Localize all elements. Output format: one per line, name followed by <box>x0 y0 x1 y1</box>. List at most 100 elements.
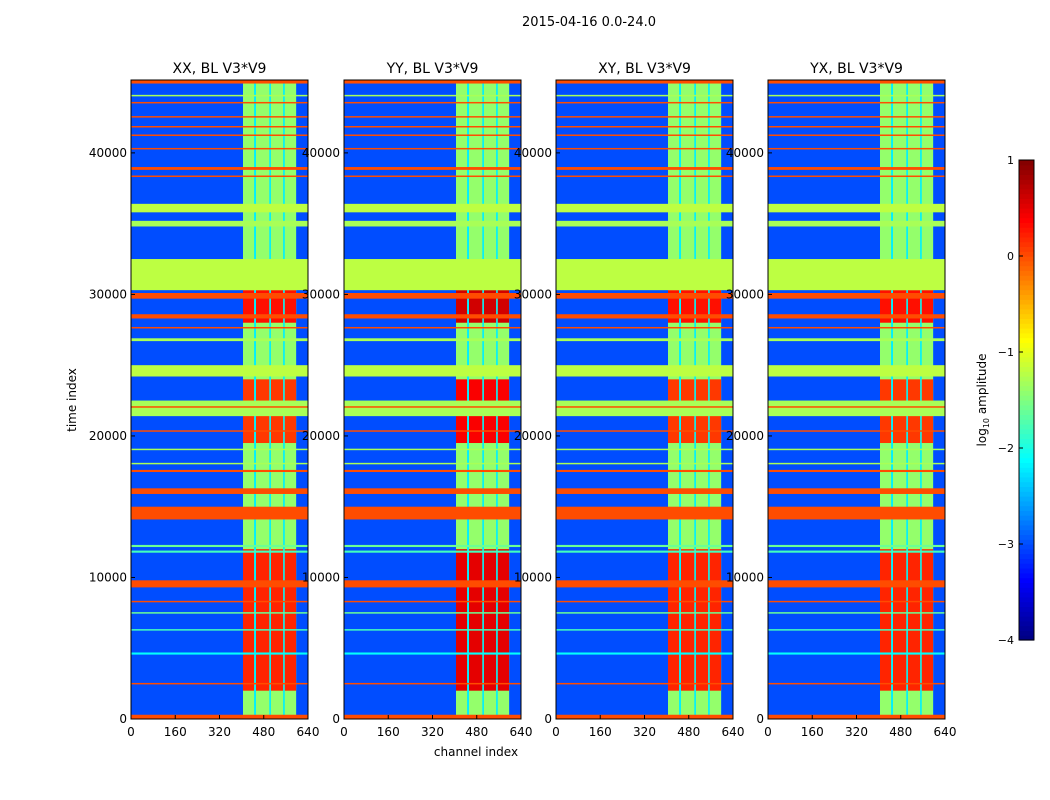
time-band <box>131 116 308 118</box>
colorbar-segment <box>1019 390 1034 396</box>
time-band <box>344 652 521 655</box>
colorbar-segment <box>1019 380 1034 387</box>
time-band <box>131 600 308 603</box>
colorbar-segment <box>1019 476 1034 483</box>
time-band <box>556 134 733 136</box>
panel-2: YY, BL V3*V9 0 160 320 480 640 0 10000 20000 3000… <box>302 61 533 739</box>
time-band <box>131 612 308 614</box>
colorbar-segment <box>1019 448 1034 454</box>
y-tick-label: 0 <box>756 712 764 726</box>
colorbar-segment <box>1019 611 1034 617</box>
time-band <box>768 326 945 329</box>
x-tick-label: 640 <box>510 725 533 739</box>
colorbar-segment <box>1019 313 1034 319</box>
hot-cell <box>880 549 892 691</box>
y-tick-label: 40000 <box>514 146 552 160</box>
time-band <box>556 147 733 150</box>
time-band <box>131 80 308 84</box>
time-band <box>131 220 308 227</box>
colorbar-segment <box>1019 217 1034 223</box>
x-axis-label: channel index <box>434 745 518 759</box>
panel-title: XX, BL V3*V9 <box>173 61 267 77</box>
colorbar-segment <box>1019 625 1034 631</box>
time-band <box>344 220 521 227</box>
colorbar-segment <box>1019 232 1034 238</box>
time-band <box>768 125 945 128</box>
colorbar-segment <box>1019 524 1034 531</box>
colorbar-segment <box>1019 289 1034 295</box>
y-tick-label: 0 <box>332 712 340 726</box>
colorbar-segment <box>1019 328 1034 334</box>
time-band <box>768 462 945 465</box>
y-tick-label: 20000 <box>89 429 127 443</box>
colorbar-segment <box>1019 246 1034 252</box>
time-band <box>344 406 521 408</box>
time-band <box>131 365 308 377</box>
y-axis-label: time index <box>65 368 79 432</box>
panel-title: YY, BL V3*V9 <box>386 61 479 77</box>
y-tick-label: 30000 <box>514 287 552 301</box>
x-tick-label: 0 <box>127 725 135 739</box>
time-band <box>768 629 945 631</box>
hot-cell <box>709 549 722 691</box>
colorbar-segment <box>1019 544 1034 550</box>
time-band <box>131 147 308 150</box>
time-band <box>556 629 733 631</box>
time-band <box>344 544 521 548</box>
x-tick-label: 0 <box>340 725 348 739</box>
colorbar-segment <box>1019 467 1034 473</box>
x-tick-label: 480 <box>889 725 912 739</box>
colorbar-segment <box>1019 198 1034 204</box>
time-band <box>556 682 733 685</box>
time-band <box>344 580 521 588</box>
time-band <box>556 326 733 329</box>
time-band <box>131 682 308 685</box>
colorbar-segment <box>1019 486 1034 492</box>
time-band <box>344 326 521 329</box>
colorbar-frame <box>1018 159 1035 641</box>
colorbar-segment <box>1019 174 1034 180</box>
figure-title: 2015-04-16 0.0-24.0 <box>522 15 656 30</box>
time-band <box>768 652 945 655</box>
x-tick-label: 480 <box>252 725 275 739</box>
time-band <box>131 203 308 213</box>
hot-cell <box>880 290 892 323</box>
time-band <box>344 94 521 97</box>
time-band <box>768 167 945 170</box>
x-tick-label: 320 <box>208 725 231 739</box>
colorbar-segment <box>1019 616 1034 622</box>
time-band <box>556 612 733 614</box>
hot-cell <box>709 290 722 323</box>
colorbar-segment <box>1019 361 1034 367</box>
colorbar-segment <box>1019 270 1034 276</box>
colorbar-segment <box>1019 409 1034 415</box>
colorbar-segment <box>1019 395 1034 401</box>
time-band <box>344 682 521 685</box>
colorbar-segment <box>1019 251 1034 257</box>
time-band <box>344 462 521 465</box>
colorbar-segment <box>1019 179 1034 185</box>
hot-cell <box>907 549 921 691</box>
time-band <box>768 448 945 451</box>
colorbar-segment <box>1019 462 1034 468</box>
x-tick-label: 320 <box>633 725 656 739</box>
hot-cell <box>483 549 497 691</box>
y-tick-label: 20000 <box>726 429 764 443</box>
time-band <box>344 506 521 520</box>
hot-cell <box>270 549 284 691</box>
colorbar: −4 −3 −2 −1 0 1 <box>998 154 1035 647</box>
colorbar-segment <box>1019 428 1034 435</box>
time-band <box>768 134 945 136</box>
colorbar-segment <box>1019 534 1034 540</box>
colorbar-segment <box>1019 275 1034 281</box>
colorbar-segment <box>1019 505 1034 511</box>
colorbar-segment <box>1019 582 1034 588</box>
colorbar-segment <box>1019 371 1034 377</box>
time-band <box>768 488 945 494</box>
colorbar-segment <box>1019 188 1034 195</box>
colorbar-segment <box>1019 323 1034 329</box>
time-band <box>768 550 945 553</box>
time-band <box>768 682 945 685</box>
colorbar-segment <box>1019 529 1034 535</box>
